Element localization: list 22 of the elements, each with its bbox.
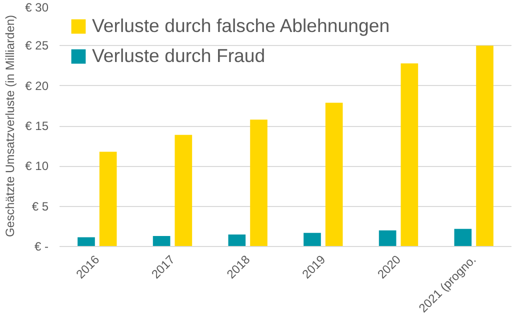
y-tick-label: € 20 bbox=[25, 78, 49, 93]
y-tick-label: € 10 bbox=[25, 159, 49, 174]
bar bbox=[454, 228, 472, 246]
bar bbox=[152, 236, 170, 246]
y-tick-label: € 30 bbox=[25, 0, 49, 14]
y-tick-label: € 5 bbox=[32, 199, 49, 214]
bar bbox=[325, 102, 343, 246]
legend-label: Verluste durch falsche Ablehnungen bbox=[92, 15, 390, 37]
bar bbox=[250, 120, 268, 246]
bar bbox=[476, 46, 494, 246]
y-axis-title: Geschätzte Umsatzverluste (in Milliarden) bbox=[3, 14, 18, 238]
bar bbox=[228, 234, 246, 246]
y-tick-label: € 25 bbox=[25, 38, 49, 53]
bar bbox=[78, 237, 95, 246]
bar bbox=[99, 152, 117, 246]
y-tick-label: € 15 bbox=[25, 119, 49, 133]
bar bbox=[400, 63, 418, 246]
y-tick-label: € - bbox=[34, 240, 49, 254]
bar bbox=[174, 134, 192, 246]
bar bbox=[378, 230, 396, 246]
bar bbox=[304, 232, 321, 246]
legend-label: Verluste durch Fraud bbox=[92, 45, 266, 67]
